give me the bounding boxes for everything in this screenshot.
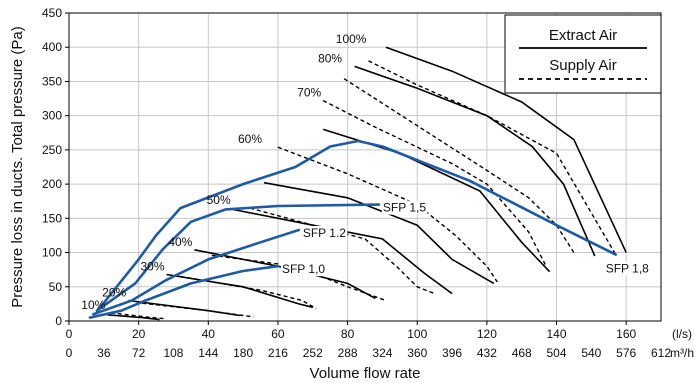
x-m3h-label-468: 468 [512,346,532,360]
x-m3h-label-36: 36 [97,346,111,360]
sfp-label-sfp-1-0: SFP 1,0 [282,262,325,276]
legend: Extract Air Supply Air [504,14,662,94]
x-tick-label-120: 120 [477,327,497,341]
x-m3h-label-540: 540 [581,346,601,360]
x-m3h-label-144: 144 [198,346,218,360]
curve-label-20: 20% [102,285,126,299]
x-tick-label-100: 100 [407,327,427,341]
extract-curve-10 [107,314,160,321]
x-unit-m3h: m³/h [670,346,694,360]
sfp-curve-sfp-1-0 [88,264,280,319]
y-tick-label-50: 50 [49,280,63,294]
sfp-label-bg-sfp-1-2 [301,225,348,240]
extract-curve-70 [322,128,551,273]
x-m3h-label-612: 612 [651,346,671,360]
curve-labels: 100% 80% 70% 60% 50% 40% 30% 20%10% SFP 1,0 SFP 1… [81,32,651,312]
x-m3h-label-504: 504 [547,346,567,360]
x-m3h-label-108: 108 [163,346,183,360]
x-m3h-label-360: 360 [407,346,427,360]
sfp-label-sfp-1-8: SFP 1,8 [606,262,649,276]
y-tick-label-150: 150 [42,211,62,225]
sfp-curves [88,139,618,319]
sfp-label-sfp-1-5: SFP 1,5 [383,201,426,215]
y-tick-label-100: 100 [42,246,62,260]
supply-curve-70 [322,99,547,267]
x-tick-label-80: 80 [341,327,355,341]
y-tick-label-200: 200 [42,177,62,191]
y-tick-label-450: 450 [42,6,62,20]
curve-label-40: 40% [168,235,192,249]
x-m3h-label-288: 288 [338,346,358,360]
x-axis-ls: 0 20 40 60 80 100 120 140 160 [66,321,637,341]
x-m3h-label-216: 216 [268,346,288,360]
x-m3h-label-0: 0 [66,346,73,360]
x-axis-title: Volume flow rate [310,365,421,382]
x-tick-label-60: 60 [271,327,285,341]
extract-curve-20 [128,299,240,317]
y-tick-label-350: 350 [42,74,62,88]
x-m3h-label-576: 576 [616,346,636,360]
x-tick-label-0: 0 [66,327,73,341]
x-m3h-label-72: 72 [132,346,146,360]
y-tick-label-300: 300 [42,109,62,123]
extract-curve-30 [166,273,313,309]
sfp-curve-sfp-1-8 [99,139,618,309]
plot-area-frame [68,12,662,322]
sfp-label-bg-sfp-1-8 [604,261,651,276]
sfp-curve-sfp-1-5 [95,203,381,313]
sfp-label-sfp-1-2: SFP 1.2 [303,226,346,240]
grid [69,13,661,321]
x-tick-label-20: 20 [132,327,146,341]
legend-supply-label: Supply Air [549,57,617,74]
x-axis-m3h: 0 36 72 108 144 180 216 252 288 324 360 396 432 468 50… [66,346,672,360]
x-m3h-label-324: 324 [372,346,392,360]
y-axis: 0 50 100 150 200 250 300 350 400 450 [42,6,69,328]
supply-curve-10 [110,312,167,320]
x-m3h-label-432: 432 [477,346,497,360]
x-unit-ls: (l/s) [672,327,692,341]
x-tick-label-160: 160 [616,327,636,341]
extract-curve-50 [232,208,453,295]
supply-curve-80 [343,78,575,253]
x-m3h-label-252: 252 [303,346,323,360]
legend-box [504,14,662,94]
extract-curve-80 [354,65,596,257]
x-m3h-label-180: 180 [233,346,253,360]
supply-curve-60 [277,146,498,283]
supply-curve-100 [368,60,617,255]
legend-extract-label: Extract Air [549,27,617,44]
sfp-label-bg-sfp-1-0 [280,262,327,277]
curve-label-50: 50% [207,193,231,207]
curve-label-80: 80% [318,51,342,65]
curve-label-100: 100% [336,32,367,46]
curve-label-10: 10% [81,298,105,312]
y-axis-title: Pressure loss in ducts. Total pressure (… [9,26,26,308]
y-tick-label-250: 250 [42,143,62,157]
sfp-curve-sfp-1-2 [92,228,301,316]
y-tick-label-400: 400 [42,40,62,54]
curve-label-30: 30% [140,259,164,273]
x-tick-label-140: 140 [547,327,567,341]
extract-curve-60 [263,181,495,285]
extract-curve-100 [385,46,627,253]
supply-curve-50 [249,207,435,295]
x-tick-label-40: 40 [202,327,216,341]
x-m3h-label-396: 396 [442,346,462,360]
y-tick-label-0: 0 [55,314,62,328]
curve-label-70: 70% [297,86,321,100]
curve-label-60: 60% [238,132,262,146]
sfp-label-bg-sfp-1-5 [381,200,428,215]
